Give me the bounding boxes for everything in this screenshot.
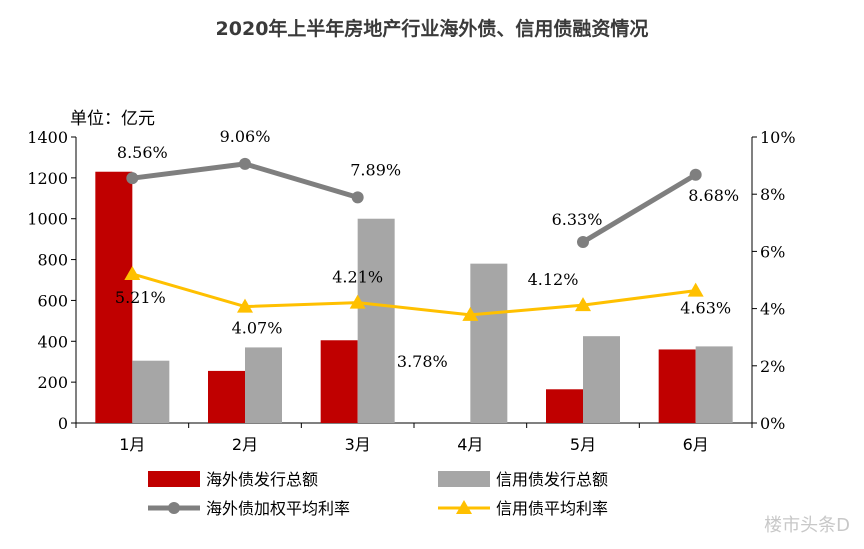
x-tick-label: 2月 xyxy=(232,435,258,454)
line-point xyxy=(239,157,251,170)
axes: 单位：亿元 0 200 400 600 800 1000 1200 1400 0% 2% 4% 6% 8%… xyxy=(27,109,795,454)
data-label: 7.89% xyxy=(350,160,401,179)
y-right-tick-label: 10% xyxy=(760,128,796,147)
bar xyxy=(357,218,395,423)
data-label: 8.56% xyxy=(117,143,168,162)
data-label: 9.06% xyxy=(220,127,271,146)
legend-marker xyxy=(168,502,180,514)
legend-marker xyxy=(456,500,472,514)
bar xyxy=(695,346,733,423)
y-right-tick-label: 0% xyxy=(760,414,785,433)
line-point xyxy=(577,235,589,248)
data-label: 4.63% xyxy=(680,299,731,318)
legend-label: 海外债发行总额 xyxy=(206,470,318,489)
data-labels: 8.56% 9.06% 7.89% 6.33% 8.68% 5.21% 4.07% 4.21%… xyxy=(115,127,739,371)
y-left-tick-label: 800 xyxy=(37,251,68,270)
line-point xyxy=(351,191,364,204)
bars xyxy=(95,171,733,423)
bar xyxy=(245,347,282,423)
x-tick-label: 4月 xyxy=(457,435,483,454)
bar xyxy=(132,360,170,423)
x-tick-label: 6月 xyxy=(683,435,709,454)
legend-label: 信用债发行总额 xyxy=(496,470,608,489)
bar xyxy=(208,370,245,423)
legend-swatch xyxy=(148,471,200,487)
y-right-tick-label: 4% xyxy=(760,300,785,319)
series-line xyxy=(130,272,698,317)
y-left-tick-label: 400 xyxy=(37,332,68,351)
bar xyxy=(583,336,620,423)
data-label: 3.78% xyxy=(397,352,448,371)
bar xyxy=(95,171,133,423)
y-left-tick-label: 1400 xyxy=(27,128,68,147)
y-left-tick-label: 200 xyxy=(37,373,68,392)
x-tick-label: 1月 xyxy=(119,435,145,454)
x-tick-label: 3月 xyxy=(345,435,371,454)
y-left-tick-label: 1200 xyxy=(27,169,68,188)
data-label: 4.21% xyxy=(332,268,383,287)
bar xyxy=(658,349,696,423)
data-label: 8.68% xyxy=(688,186,739,205)
line-point xyxy=(237,298,253,313)
y-right-tick-label: 8% xyxy=(760,185,785,204)
chart-title: 2020年上半年房地产行业海外债、信用债融资情况 xyxy=(215,18,649,40)
data-label: 4.07% xyxy=(232,319,283,338)
legend-label: 海外债加权平均利率 xyxy=(206,499,350,518)
line-point xyxy=(349,294,366,309)
line-point xyxy=(575,297,591,312)
legend-swatch xyxy=(438,471,490,487)
line-point xyxy=(689,168,702,181)
lines xyxy=(124,157,704,321)
y-right-tick-label: 2% xyxy=(760,357,785,376)
line-point xyxy=(126,172,139,185)
data-label: 5.21% xyxy=(115,288,166,307)
y-left-tick-label: 0 xyxy=(58,414,68,433)
series-line xyxy=(580,172,699,245)
bar xyxy=(320,340,358,423)
x-tick-label: 5月 xyxy=(570,435,596,454)
line-point xyxy=(687,282,704,297)
y-left-tick-label: 1000 xyxy=(27,210,68,229)
y-left-tick-label: 600 xyxy=(37,291,68,310)
legend-label: 信用债平均利率 xyxy=(496,499,608,518)
line-point xyxy=(462,306,479,321)
bar xyxy=(470,263,508,423)
line-point xyxy=(124,265,141,280)
data-label: 6.33% xyxy=(552,210,603,229)
bar xyxy=(546,389,583,423)
data-label: 4.12% xyxy=(528,270,579,289)
y-right-tick-label: 6% xyxy=(760,242,785,261)
unit-label: 单位：亿元 xyxy=(70,109,155,129)
watermark: 楼市头条D xyxy=(764,515,850,536)
